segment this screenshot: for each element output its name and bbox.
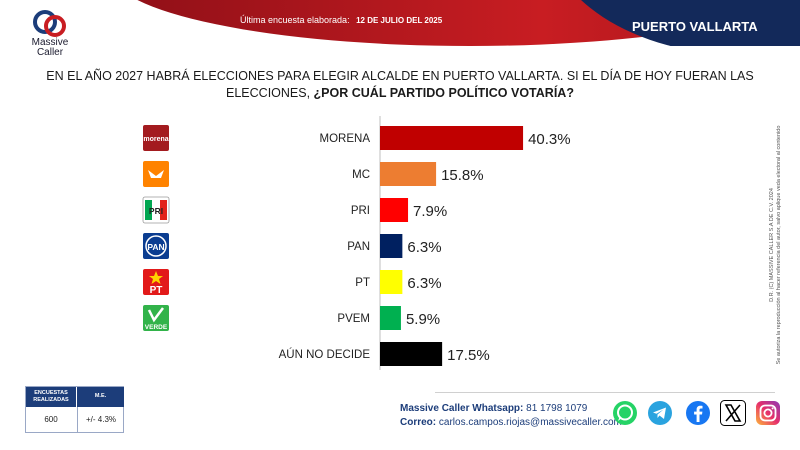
city-title: PUERTO VALLARTA [632, 19, 758, 34]
party-logo-text: morena [143, 136, 168, 143]
whatsapp-icon[interactable] [612, 400, 638, 426]
survey-date: 12 DE JULIO DEL 2025 [356, 16, 443, 25]
value-label: 5.9% [406, 311, 440, 328]
survey-label: Última encuesta elaborada: [240, 15, 350, 25]
value-label: 40.3% [528, 131, 571, 148]
category-label: MC [352, 169, 370, 181]
value-label: 15.8% [441, 167, 484, 184]
whatsapp-number[interactable]: 81 1798 1079 [526, 403, 588, 414]
category-label: PT [355, 277, 370, 289]
whatsapp-line: Massive Caller Whatsapp: 81 1798 1079 [400, 402, 622, 416]
question-line-1: EN EL AÑO 2027 HABRÁ ELECCIONES PARA ELE… [46, 69, 754, 83]
bar [380, 270, 403, 294]
value-label: 6.3% [407, 239, 441, 256]
footer-divider [435, 392, 775, 393]
me-header: M.E. [77, 387, 124, 407]
surveys-value: 600 [44, 415, 58, 424]
brand-name: Massive Caller [31, 37, 69, 58]
facebook-icon[interactable] [685, 400, 711, 426]
category-label: PVEM [337, 313, 370, 325]
sample-stats-table: ENCUESTAS REALIZADAS M.E. 600 +/- 4.3% [25, 386, 124, 433]
telegram-icon[interactable] [647, 400, 673, 426]
party-logo-text: VERDE [145, 324, 168, 331]
me-value: +/- 4.3% [77, 407, 124, 433]
legal-note: D.R. (C) MASSIVE CALLER S.A DE C.V. 2024… [769, 126, 783, 365]
pri-logo-icon: PRI [142, 196, 170, 224]
value-label: 6.3% [407, 275, 441, 292]
email-address[interactable]: carlos.campos.riojas@massivecaller.com [438, 417, 622, 428]
bar [380, 306, 401, 330]
bar [380, 198, 409, 222]
category-label: MORENA [320, 133, 371, 145]
whatsapp-label: Massive Caller Whatsapp: [400, 403, 524, 414]
category-label: PAN [347, 241, 370, 253]
pan-logo-icon: PAN [143, 233, 169, 259]
question-text: EN EL AÑO 2027 HABRÁ ELECCIONES PARA ELE… [30, 68, 770, 102]
party-logo-text: PRI [149, 206, 163, 216]
question-line-2-bold: ¿POR CUÁL PARTIDO POLÍTICO VOTARÍA? [313, 86, 574, 100]
mc-logo-icon [143, 161, 169, 187]
surveys-header: ENCUESTAS REALIZADAS [26, 387, 76, 407]
party-logo-text: PAN [147, 242, 164, 252]
bar [380, 162, 437, 186]
morena-logo-icon: morena [143, 125, 169, 151]
survey-date-line: Última encuesta elaborada: 12 DE JULIO D… [240, 15, 442, 25]
category-label: PRI [351, 205, 370, 217]
value-label: 17.5% [447, 347, 490, 364]
legal-line-2: Se autoriza la reproducción al hacer ref… [776, 125, 782, 365]
massive-caller-logo-icon [33, 10, 66, 37]
bar [380, 126, 524, 150]
email-line: Correo: carlos.campos.riojas@massivecall… [400, 416, 622, 430]
header-band [0, 0, 800, 46]
email-label: Correo: [400, 417, 437, 428]
bar-chart: MORENA 40.3% morena MC 15.8% PRI 7.9% PRI PAN 6.3… [142, 116, 571, 370]
contact-info: Massive Caller Whatsapp: 81 1798 1079 Co… [400, 402, 622, 430]
category-label: AÚN NO DECIDE [279, 348, 371, 361]
value-label: 7.9% [413, 203, 447, 220]
party-logo-text: PT [150, 285, 163, 296]
question-line-2-plain: ELECCIONES, [226, 86, 314, 100]
legal-line-1: D.R. (C) MASSIVE CALLER S.A DE C.V. 2024 [769, 188, 775, 302]
x-icon[interactable] [720, 400, 746, 426]
bar [380, 234, 403, 258]
instagram-icon[interactable] [755, 400, 781, 426]
bar [380, 342, 443, 366]
question-line-2: ELECCIONES, ¿POR CUÁL PARTIDO POLÍTICO V… [30, 85, 770, 102]
pt-logo-icon: PT [143, 269, 169, 296]
pvem-logo-icon: VERDE [143, 305, 169, 331]
